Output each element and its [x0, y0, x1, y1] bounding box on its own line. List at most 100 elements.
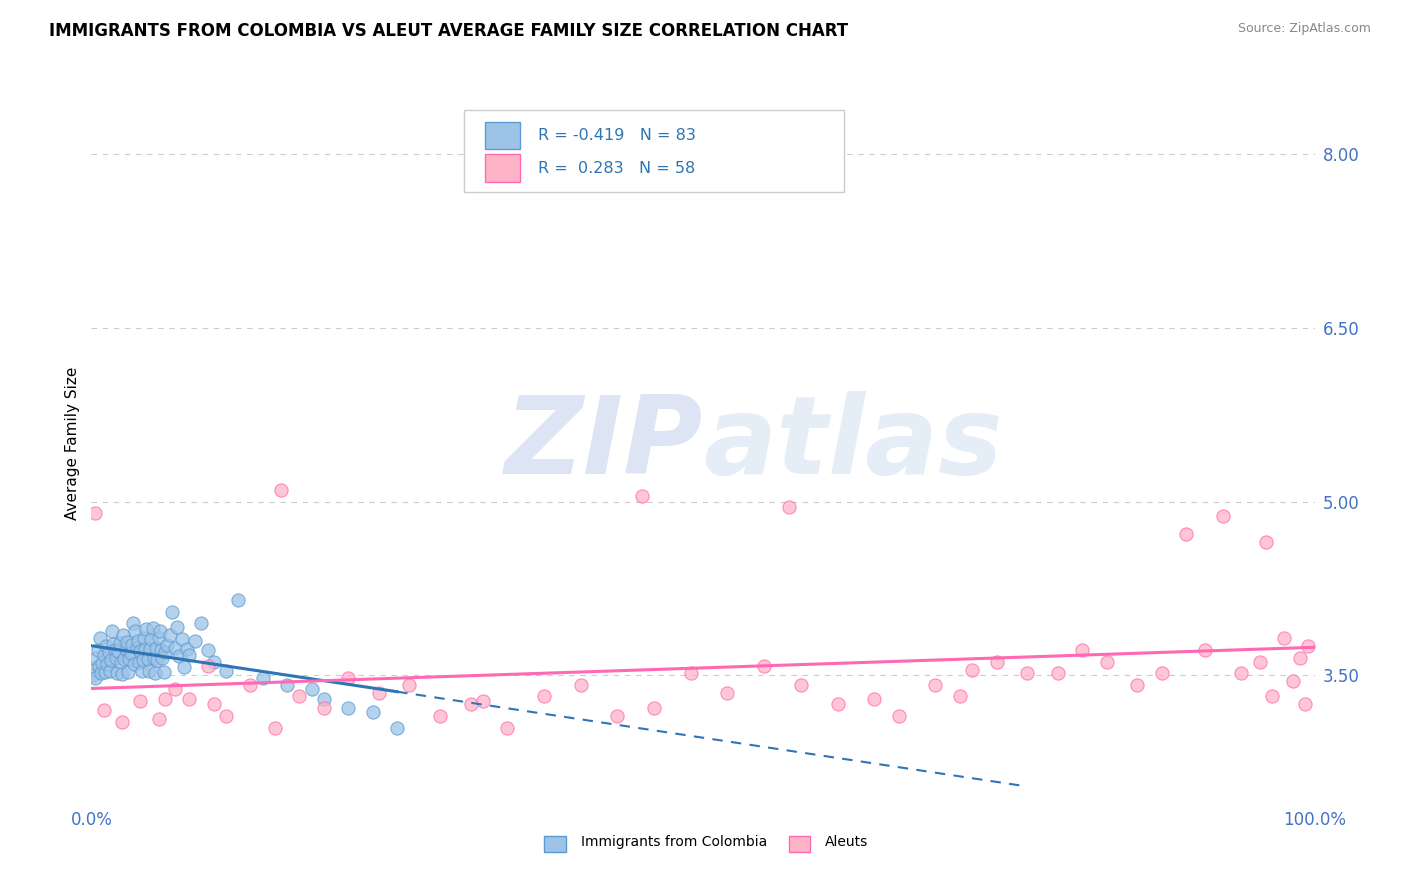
Text: Source: ZipAtlas.com: Source: ZipAtlas.com — [1237, 22, 1371, 36]
Point — [949, 690, 972, 704]
Point — [606, 709, 628, 723]
Y-axis label: Average Family Size: Average Family Size — [65, 368, 80, 520]
Point — [139, 641, 162, 656]
Point — [112, 628, 135, 642]
Point — [156, 638, 179, 652]
FancyBboxPatch shape — [485, 154, 520, 182]
Point — [1017, 666, 1039, 681]
Point — [179, 648, 201, 662]
Point — [276, 678, 298, 692]
Point — [153, 645, 176, 659]
Point — [121, 638, 143, 652]
FancyBboxPatch shape — [464, 110, 844, 193]
Point — [960, 663, 983, 677]
Point — [83, 663, 105, 677]
Point — [112, 652, 135, 666]
Point — [1071, 643, 1094, 657]
Point — [163, 640, 186, 655]
Point — [91, 656, 114, 670]
Point — [312, 701, 335, 715]
Point — [471, 694, 494, 708]
Point — [460, 698, 482, 712]
Point — [108, 636, 131, 650]
Point — [93, 703, 115, 717]
Point — [1126, 678, 1149, 692]
Point — [86, 643, 108, 657]
Point — [160, 605, 183, 619]
Point — [117, 665, 139, 679]
Point — [496, 721, 519, 735]
Point — [887, 709, 910, 723]
Point — [118, 652, 141, 666]
Point — [166, 620, 188, 634]
Point — [132, 653, 155, 667]
Point — [312, 691, 335, 706]
Point — [100, 653, 122, 667]
Point — [1095, 655, 1118, 669]
Point — [173, 660, 195, 674]
Point — [270, 483, 292, 497]
Point — [179, 691, 201, 706]
Point — [120, 647, 142, 661]
FancyBboxPatch shape — [485, 122, 520, 149]
Point — [104, 651, 127, 665]
Point — [643, 701, 665, 715]
Point — [716, 686, 738, 700]
Point — [778, 500, 800, 515]
Point — [1046, 666, 1069, 681]
Point — [87, 659, 110, 673]
Point — [190, 616, 212, 631]
Point — [148, 713, 170, 727]
Text: ZIP: ZIP — [505, 391, 703, 497]
Point — [84, 651, 107, 665]
Point — [1272, 632, 1295, 646]
Point — [96, 657, 118, 671]
Point — [128, 655, 150, 669]
Text: R = -0.419   N = 83: R = -0.419 N = 83 — [538, 128, 696, 144]
Point — [146, 653, 169, 667]
Point — [149, 624, 172, 639]
Point — [84, 506, 107, 520]
Text: atlas: atlas — [703, 391, 1002, 497]
Point — [150, 643, 173, 657]
Point — [97, 645, 120, 659]
Point — [107, 644, 129, 658]
Text: Aleuts: Aleuts — [825, 835, 869, 849]
Point — [337, 701, 360, 715]
Point — [1261, 690, 1284, 704]
Point — [124, 624, 146, 639]
Point — [89, 632, 111, 646]
Point — [129, 644, 152, 658]
Point — [104, 643, 127, 657]
Point — [94, 640, 117, 654]
Point — [1150, 666, 1173, 681]
Point — [679, 666, 702, 681]
Point — [226, 593, 249, 607]
Point — [122, 657, 145, 671]
Point — [1298, 640, 1320, 654]
Point — [288, 690, 311, 704]
Point — [1175, 527, 1198, 541]
Point — [754, 659, 776, 673]
Point — [132, 632, 155, 646]
Point — [111, 714, 134, 729]
Point — [1249, 655, 1271, 669]
Point — [103, 637, 125, 651]
Point — [134, 641, 156, 656]
Point — [110, 655, 132, 669]
Point — [111, 667, 134, 681]
Point — [148, 632, 170, 646]
Point — [1212, 508, 1234, 523]
Point — [150, 651, 173, 665]
Text: IMMIGRANTS FROM COLOMBIA VS ALEUT AVERAGE FAMILY SIZE CORRELATION CHART: IMMIGRANTS FROM COLOMBIA VS ALEUT AVERAG… — [49, 22, 848, 40]
Point — [367, 686, 389, 700]
Point — [215, 664, 238, 678]
Point — [136, 652, 159, 666]
FancyBboxPatch shape — [544, 836, 565, 852]
Point — [153, 691, 176, 706]
Point — [84, 671, 107, 685]
FancyBboxPatch shape — [789, 836, 810, 852]
Point — [1194, 643, 1216, 657]
Point — [239, 678, 262, 692]
Point — [145, 640, 167, 655]
